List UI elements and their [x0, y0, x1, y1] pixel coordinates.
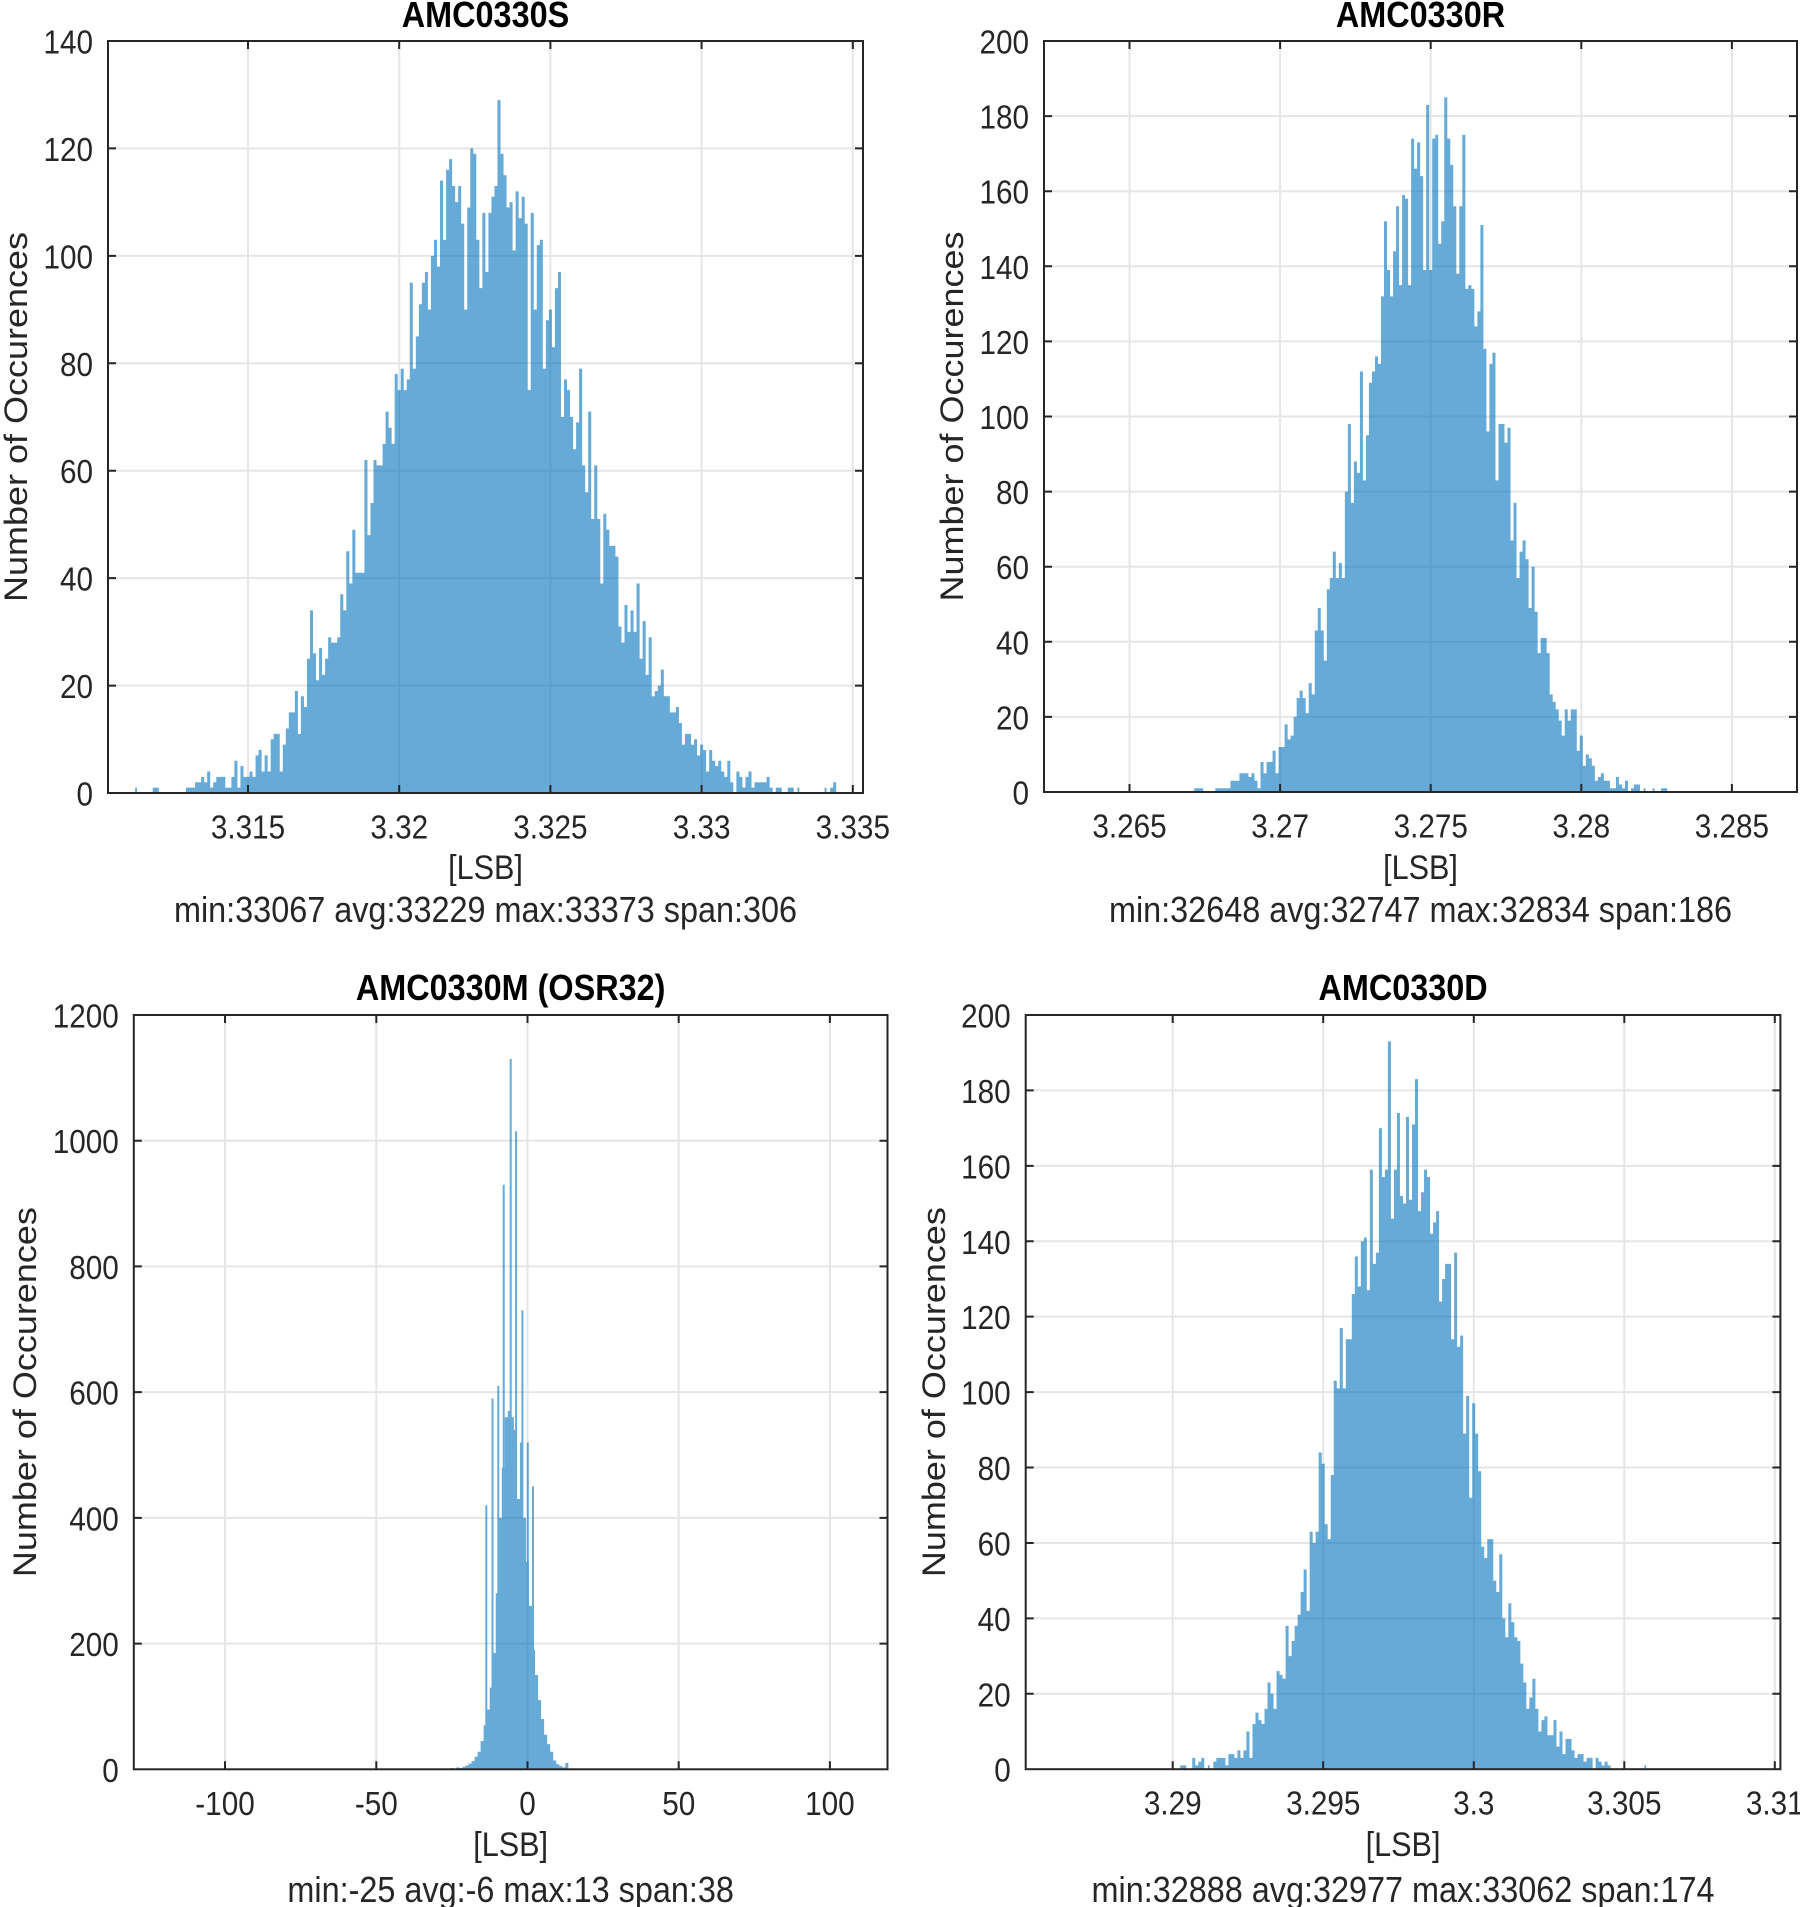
svg-text:0: 0: [994, 1752, 1011, 1789]
svg-text:Number of Occurences: Number of Occurences: [0, 232, 35, 602]
svg-text:800: 800: [69, 1249, 119, 1286]
svg-text:[LSB]: [LSB]: [1366, 1826, 1441, 1864]
svg-text:80: 80: [978, 1451, 1011, 1488]
svg-text:120: 120: [961, 1300, 1011, 1337]
svg-text:20: 20: [978, 1677, 1011, 1714]
svg-text:-100: -100: [195, 1785, 254, 1822]
svg-text:min:-25 avg:-6 max:13 span:38: min:-25 avg:-6 max:13 span:38: [287, 1870, 733, 1907]
svg-text:[LSB]: [LSB]: [473, 1826, 548, 1864]
svg-text:[LSB]: [LSB]: [448, 849, 523, 887]
svg-text:3.31: 3.31: [1746, 1785, 1800, 1822]
svg-text:20: 20: [60, 669, 93, 706]
svg-text:40: 40: [996, 625, 1029, 662]
svg-text:0: 0: [76, 776, 93, 813]
svg-text:1000: 1000: [53, 1124, 119, 1161]
svg-text:600: 600: [69, 1375, 119, 1412]
svg-text:3.285: 3.285: [1695, 808, 1769, 845]
svg-text:60: 60: [60, 454, 93, 491]
svg-text:AMC0330R: AMC0330R: [1336, 0, 1505, 35]
svg-text:200: 200: [979, 24, 1029, 61]
svg-text:min:32648 avg:32747 max:32834: min:32648 avg:32747 max:32834 span:186: [1109, 890, 1732, 930]
svg-text:80: 80: [60, 346, 93, 383]
svg-text:200: 200: [961, 998, 1011, 1035]
svg-text:3.265: 3.265: [1092, 808, 1166, 845]
svg-text:3.32: 3.32: [370, 809, 428, 846]
svg-text:200: 200: [69, 1627, 119, 1664]
svg-text:120: 120: [43, 131, 93, 168]
svg-text:40: 40: [60, 561, 93, 598]
svg-text:3.275: 3.275: [1394, 808, 1468, 845]
svg-text:0: 0: [102, 1752, 119, 1789]
svg-text:Number of Occurences: Number of Occurences: [917, 1207, 953, 1577]
svg-text:140: 140: [979, 249, 1029, 286]
svg-text:120: 120: [979, 324, 1029, 361]
svg-text:3.28: 3.28: [1552, 808, 1610, 845]
svg-text:160: 160: [961, 1149, 1011, 1186]
svg-text:Number of Occurences: Number of Occurences: [8, 1207, 44, 1577]
svg-text:100: 100: [961, 1375, 1011, 1412]
svg-text:3.295: 3.295: [1286, 1785, 1360, 1822]
svg-text:3.27: 3.27: [1251, 808, 1309, 845]
svg-text:40: 40: [978, 1601, 1011, 1638]
svg-text:3.29: 3.29: [1144, 1785, 1202, 1822]
svg-text:Number of Occurences: Number of Occurences: [935, 231, 971, 601]
svg-text:160: 160: [979, 174, 1029, 211]
svg-text:3.33: 3.33: [673, 809, 731, 846]
svg-text:140: 140: [961, 1224, 1011, 1261]
svg-text:60: 60: [978, 1526, 1011, 1563]
svg-text:0: 0: [519, 1785, 536, 1822]
svg-text:0: 0: [1012, 775, 1029, 812]
svg-text:min:33067 avg:33229 max:33373: min:33067 avg:33229 max:33373 span:306: [174, 890, 797, 930]
svg-text:400: 400: [69, 1501, 119, 1538]
svg-text:AMC0330S: AMC0330S: [402, 0, 569, 35]
svg-text:AMC0330M (OSR32): AMC0330M (OSR32): [356, 968, 666, 1008]
svg-text:80: 80: [996, 475, 1029, 512]
svg-text:50: 50: [662, 1785, 695, 1822]
svg-text:100: 100: [979, 400, 1029, 437]
svg-text:3.305: 3.305: [1587, 1785, 1661, 1822]
svg-text:[LSB]: [LSB]: [1383, 849, 1458, 887]
svg-text:3.335: 3.335: [816, 809, 890, 846]
svg-text:180: 180: [961, 1073, 1011, 1110]
svg-text:AMC0330D: AMC0330D: [1318, 968, 1487, 1008]
svg-text:3.3: 3.3: [1453, 1785, 1494, 1822]
svg-text:100: 100: [43, 239, 93, 276]
svg-text:20: 20: [996, 700, 1029, 737]
svg-text:60: 60: [996, 550, 1029, 587]
svg-text:140: 140: [43, 24, 93, 61]
svg-text:min:32888 avg:32977 max:33062: min:32888 avg:32977 max:33062 span:174: [1092, 1870, 1715, 1907]
svg-text:3.315: 3.315: [211, 809, 285, 846]
svg-text:1200: 1200: [53, 998, 119, 1035]
svg-text:100: 100: [805, 1785, 855, 1822]
svg-text:-50: -50: [355, 1785, 398, 1822]
svg-text:3.325: 3.325: [513, 809, 587, 846]
svg-text:180: 180: [979, 99, 1029, 136]
